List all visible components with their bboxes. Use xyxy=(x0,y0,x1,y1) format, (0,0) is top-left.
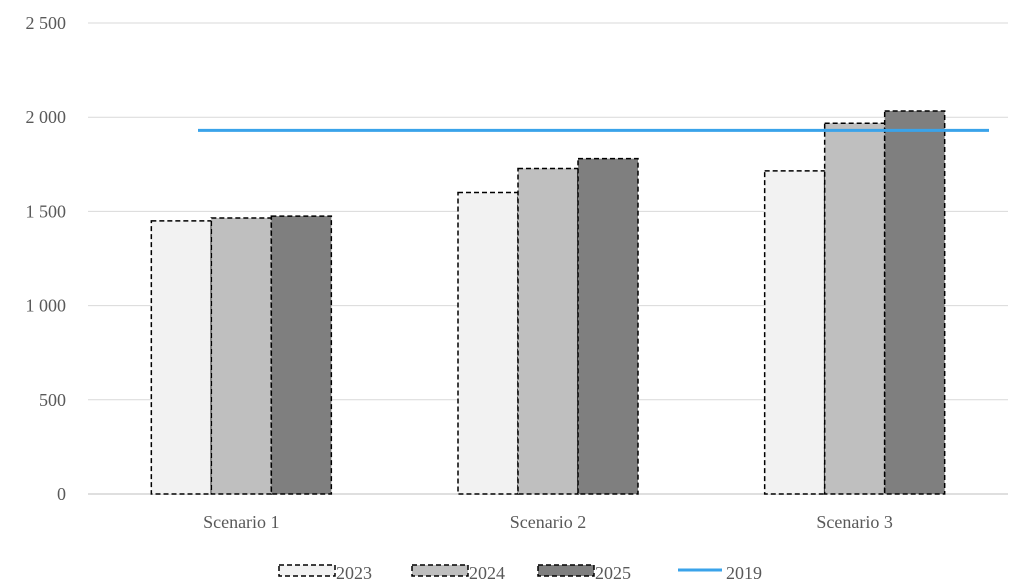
y-tick-label: 1 000 xyxy=(26,296,67,316)
y-axis: 0 500 1 000 1 500 2 000 2 500 xyxy=(26,13,67,504)
bar-2023-scenario-1 xyxy=(150,220,213,495)
x-category-label: Scenario 2 xyxy=(510,512,586,532)
bar-2024-scenario-3 xyxy=(823,122,886,495)
legend-label-2025: 2025 xyxy=(595,563,631,583)
x-category-label: Scenario 3 xyxy=(816,512,892,532)
bar-2024-scenario-1 xyxy=(210,217,273,495)
x-category-label: Scenario 1 xyxy=(203,512,279,532)
bar-2023-scenario-2 xyxy=(457,191,519,495)
bar-2025-scenario-3 xyxy=(883,110,946,495)
legend-label-2024: 2024 xyxy=(469,563,505,583)
bar-2025-scenario-2 xyxy=(577,157,639,495)
bar-2023-scenario-3 xyxy=(763,170,826,495)
legend: 2023 2024 2025 2019 xyxy=(278,563,762,583)
y-tick-label: 500 xyxy=(39,390,66,410)
y-tick-label: 2 000 xyxy=(26,107,67,127)
legend-swatch-2025 xyxy=(537,564,595,577)
legend-label-2019: 2019 xyxy=(726,563,762,583)
legend-label-2023: 2023 xyxy=(336,563,372,583)
y-tick-label: 1 500 xyxy=(26,201,67,221)
y-tick-label: 2 500 xyxy=(26,13,67,33)
bar-2024-scenario-2 xyxy=(517,167,579,495)
legend-swatch-2023 xyxy=(278,564,336,577)
bar-2025-scenario-1 xyxy=(270,215,333,495)
bars xyxy=(150,110,946,495)
x-axis: Scenario 1 Scenario 2 Scenario 3 xyxy=(203,512,893,532)
y-tick-label: 0 xyxy=(57,484,66,504)
legend-swatch-2024 xyxy=(411,564,469,577)
